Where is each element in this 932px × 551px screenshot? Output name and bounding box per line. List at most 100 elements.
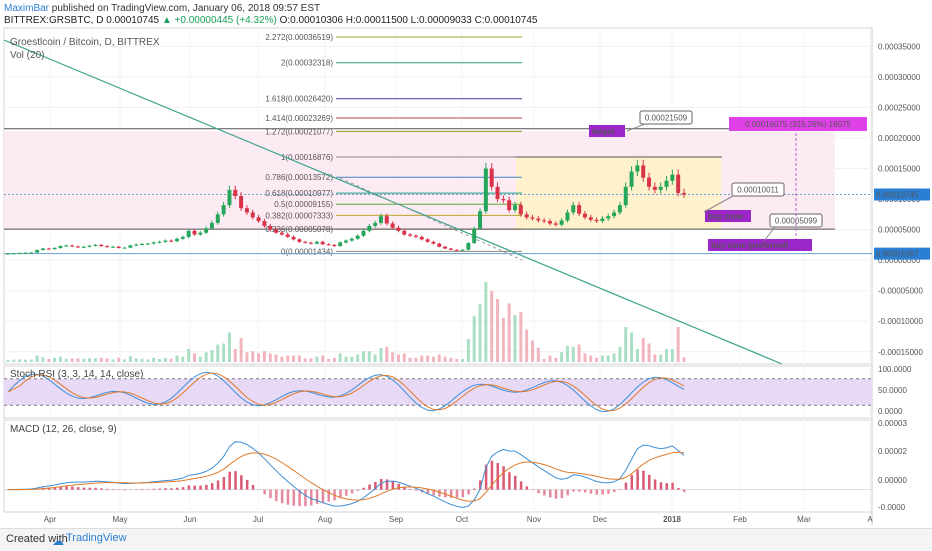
macd-histogram-bar: [263, 489, 266, 495]
volume-bar: [309, 358, 313, 362]
volume-bar: [496, 299, 500, 362]
candle-body: [384, 216, 389, 224]
macd-histogram-bar: [379, 478, 383, 490]
candle-body: [448, 248, 453, 250]
volume-bar: [583, 353, 587, 362]
volume-bar: [379, 347, 383, 362]
candle-body: [58, 246, 63, 248]
volume-bar: [408, 357, 412, 362]
volume-bar: [338, 353, 342, 362]
price-tick-label: -0.00005000: [878, 287, 923, 296]
tradingview-brand[interactable]: TradingView: [66, 532, 127, 544]
macd-tick-label: -0.0000: [878, 503, 906, 512]
candle-body: [11, 253, 16, 255]
volume-bar: [76, 358, 80, 362]
volume-bar: [437, 354, 441, 362]
stoch-tick-label: 100.0000: [878, 365, 912, 374]
macd-histogram-bar: [187, 485, 191, 490]
volume-bar: [676, 327, 680, 362]
volume-bar: [501, 317, 505, 362]
volume-bar: [70, 358, 74, 362]
volume-bar: [466, 338, 470, 362]
candle-body: [682, 192, 686, 195]
main-legend: Groestlcoin / Bitcoin, D, BITTREX: [10, 37, 160, 48]
macd-histogram-bar: [531, 489, 534, 491]
candle-body: [542, 220, 547, 222]
macd-histogram-bar: [514, 475, 517, 490]
volume-bar: [344, 356, 348, 362]
macd-histogram-bar: [461, 489, 465, 498]
candle-body: [303, 241, 308, 243]
stoch-tick-label: 50.0000: [878, 386, 907, 395]
macd-histogram-bar: [479, 480, 482, 490]
macd-histogram-bar: [234, 471, 237, 490]
stoch-band: [4, 378, 872, 406]
volume-bar: [361, 351, 365, 362]
macd-histogram-bar: [496, 463, 500, 490]
candle-body: [274, 229, 279, 233]
macd-histogram-bar: [76, 487, 80, 490]
macd-histogram-bar: [543, 489, 546, 496]
candle-body: [495, 186, 500, 200]
volume-bar: [577, 344, 581, 362]
candle-body: [454, 249, 459, 251]
macd-histogram-bar: [141, 489, 144, 490]
macd-histogram-bar: [642, 470, 645, 490]
author-name[interactable]: MaximBar: [4, 3, 50, 14]
volume-bar: [472, 316, 476, 362]
macd-histogram-bar: [199, 485, 202, 490]
macd-histogram-bar: [222, 476, 226, 490]
volume-bar: [478, 304, 482, 362]
volume-bar: [571, 346, 575, 362]
candle-body: [355, 235, 360, 239]
candle-body: [279, 232, 284, 235]
volume-bar: [210, 350, 214, 362]
macd-histogram-bar: [601, 489, 604, 495]
volume-bar: [321, 355, 325, 362]
annotation-tag-text: target: [592, 127, 615, 136]
candle-body: [99, 244, 104, 247]
price-tick-label: 0.00035000: [878, 42, 921, 51]
candle-body: [110, 246, 115, 248]
volume-bar: [233, 349, 237, 362]
candle-body: [169, 240, 174, 242]
macd-histogram-bar: [467, 489, 470, 495]
candle-body: [93, 244, 98, 246]
volume-bar: [367, 351, 371, 362]
macd-histogram-bar: [624, 482, 628, 490]
volume-bar: [53, 357, 57, 362]
candle-body: [349, 238, 354, 241]
macd-histogram-bar: [525, 486, 529, 490]
time-tick-label: Aug: [318, 515, 332, 524]
candle-body: [186, 230, 191, 237]
macd-histogram-bar: [82, 487, 86, 490]
volume-bar: [542, 358, 546, 362]
macd-histogram-bar: [444, 489, 447, 498]
macd-histogram-bar: [65, 486, 68, 490]
volume-bar: [29, 359, 33, 362]
candle-body: [17, 252, 22, 254]
candle-body: [239, 196, 244, 209]
candle-body: [262, 221, 267, 226]
macd-tick-label: 0.00002: [878, 447, 907, 456]
candle-body: [344, 240, 348, 243]
candle-body: [285, 234, 290, 237]
macd-histogram-bar: [618, 489, 622, 490]
measure-text: 0.00016075 (315.26%) 16075: [745, 120, 851, 129]
candle-body: [52, 247, 57, 250]
candle-body: [670, 174, 675, 181]
macd-histogram-bar: [683, 489, 686, 493]
macd-histogram-bar: [566, 489, 569, 496]
annotation-tag: [589, 125, 625, 137]
candle-body: [478, 211, 483, 229]
fib-label: 0.5(0.00009155): [274, 200, 333, 209]
candle-body: [658, 186, 663, 190]
candle-body: [582, 213, 587, 218]
volume-bar: [455, 358, 459, 362]
fib-label: 0.618(0.00010977): [265, 189, 333, 198]
price-chart[interactable]: 0.00035000 0.00030000 0.00025000 0.00020000…: [0, 0, 932, 528]
annotation-callout-text: 0.00021509: [645, 114, 688, 123]
time-tick-label: Nov: [527, 515, 541, 524]
volume-bar: [268, 353, 272, 362]
candle-body: [472, 228, 477, 244]
